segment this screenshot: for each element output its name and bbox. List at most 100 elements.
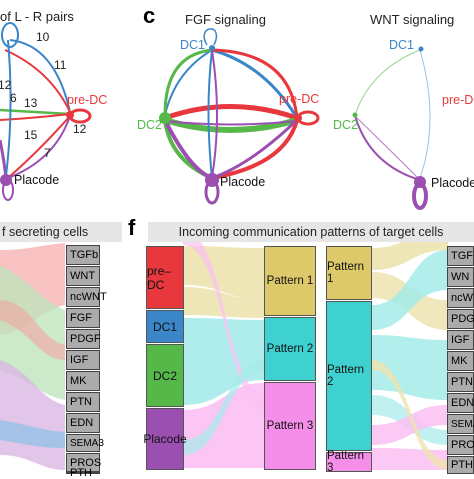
fgf-label-placode: Placode: [220, 175, 266, 189]
pattern-box-1: Pattern 1: [264, 246, 316, 316]
wnt-edge-dc2-placode: [354, 115, 421, 181]
pattern-box-2: Pattern 2: [326, 301, 372, 451]
flow-p2-a: [372, 250, 448, 330]
panel-letter-f: f: [128, 215, 136, 240]
node-predc-left: [66, 111, 74, 119]
wnt-node-placode: [414, 176, 426, 188]
incoming-banner: Incoming communication patterns of targe…: [148, 222, 474, 242]
f-flows-left: [183, 230, 264, 468]
flow-predc-p3: [183, 230, 264, 410]
edge-number: 13: [24, 96, 38, 110]
signal-box: PDG: [447, 309, 474, 329]
fgf-edge-predc-placode-p: [211, 118, 299, 180]
edge-number: 10: [36, 30, 50, 44]
fgf-edge-dc2-predc-green: [164, 117, 298, 133]
left-flow-pink-2: [0, 300, 65, 360]
fgf-node-dc1: [209, 45, 215, 51]
fgf-loop-dc1: [203, 28, 218, 46]
signal-box: ncW: [447, 288, 474, 308]
edge-left-predc-2: [0, 113, 71, 121]
signal-box: PDGF: [66, 329, 101, 349]
node-placode-left: [0, 174, 12, 186]
edge-number: 12: [0, 78, 12, 92]
edge-top-predc-red: [4, 49, 71, 113]
edge-number: 11: [54, 58, 67, 72]
signal-box: PTH: [447, 456, 474, 474]
flow-p3-a: [372, 405, 448, 445]
wnt-label-dc2: DC2: [333, 118, 359, 132]
f-flows-right: [372, 228, 448, 470]
fgf-edge-predc-placode: [211, 119, 299, 180]
fgf-label-dc2: DC2: [137, 118, 163, 132]
wnt-label-placode: Placode: [431, 176, 474, 190]
fgf-edge-dc1-placode-p: [211, 49, 218, 179]
edge-top-placode: [5, 39, 12, 177]
cell-box-dc2: DC2: [146, 344, 184, 407]
fgf-edge-dc1-predc: [211, 48, 299, 119]
flow-p2-b: [372, 335, 448, 400]
edge-number: 6: [10, 91, 17, 105]
pattern-box-3: Pattern 3: [264, 382, 316, 470]
signal-box: SEMA: [447, 414, 474, 434]
signal-box: TGFb: [66, 245, 100, 265]
fgf-node-predc: [294, 114, 302, 122]
fgf-node-placode: [205, 173, 219, 187]
fgf-title: FGF signaling: [185, 12, 266, 27]
left-alluvial: [0, 243, 65, 470]
signal-box: EDN: [66, 413, 100, 433]
signal-box: IGF: [66, 350, 100, 370]
left-flow-blue: [0, 420, 65, 448]
signal-box: SEMA3: [66, 434, 104, 452]
edge-number: 12: [73, 122, 87, 136]
lr-pairs-title: of L - R pairs: [0, 9, 74, 24]
signal-box: EDN: [447, 393, 474, 413]
wnt-title: WNT signaling: [370, 12, 455, 27]
fgf-edge-dc1-placode: [207, 49, 213, 179]
cell-box-dc1: DC1: [146, 310, 184, 343]
signal-box: FGF: [66, 308, 100, 328]
signal-box: IGF: [447, 330, 474, 350]
signal-box: WN: [447, 267, 474, 287]
flow-dc1-p1: [183, 287, 264, 318]
cell-box-placode: Placode: [143, 408, 187, 470]
node-label-predc: pre-DC: [67, 93, 108, 107]
panel-letter-c: c: [143, 3, 156, 28]
signal-box: WNT: [66, 266, 100, 286]
edge-predc-placode-2: [7, 115, 71, 179]
flow-dc2-p2: [183, 318, 264, 405]
signal-box: PTN: [447, 372, 474, 392]
node-label-placode: Placode: [14, 173, 60, 187]
wnt-node-dc2: [352, 112, 358, 118]
edge-number: 15: [24, 128, 38, 142]
left-network: [0, 22, 92, 201]
edge-left-placode: [0, 139, 8, 179]
wnt-network: [352, 46, 431, 210]
cell-box-predc: pre–DC: [146, 246, 184, 309]
signal-box: ncWNT: [66, 287, 107, 307]
signal-box: PROS: [66, 453, 101, 472]
outgoing-banner: f secreting cells: [0, 222, 122, 242]
pattern-box-1: Pattern 1: [326, 246, 372, 300]
fgf-edge-dc2-predc-red: [164, 104, 298, 121]
wnt-edge-dc2-placode-2: [354, 115, 421, 181]
fgf-label-predc: pre-DC: [279, 92, 320, 106]
wnt-node-dc1: [418, 46, 424, 52]
flow-placode-p2: [183, 360, 264, 455]
signal-box: PRO: [447, 435, 474, 455]
edge-number: 7: [44, 146, 51, 160]
edge-left-predc: [0, 108, 71, 116]
flow-p1-c: [372, 360, 448, 470]
fgf-node-dc2: [159, 112, 171, 124]
fgf-network: [159, 28, 320, 205]
fgf-edge-dc1-dc2: [164, 49, 213, 116]
signal-box: MK: [447, 351, 474, 371]
wnt-edge-dc1-dc2: [354, 49, 421, 116]
pattern-box-3: Pattern 3: [326, 450, 372, 474]
fgf-edge-dc1-predc-r: [211, 48, 299, 119]
signal-box: PTN: [66, 392, 100, 412]
fgf-edge-dc1-dc2-g: [163, 48, 213, 116]
fgf-edge-dc2-predc-purple: [164, 120, 298, 126]
wnt-label-predc: pre-DC: [442, 93, 474, 107]
signal-box: TGF: [447, 246, 474, 266]
